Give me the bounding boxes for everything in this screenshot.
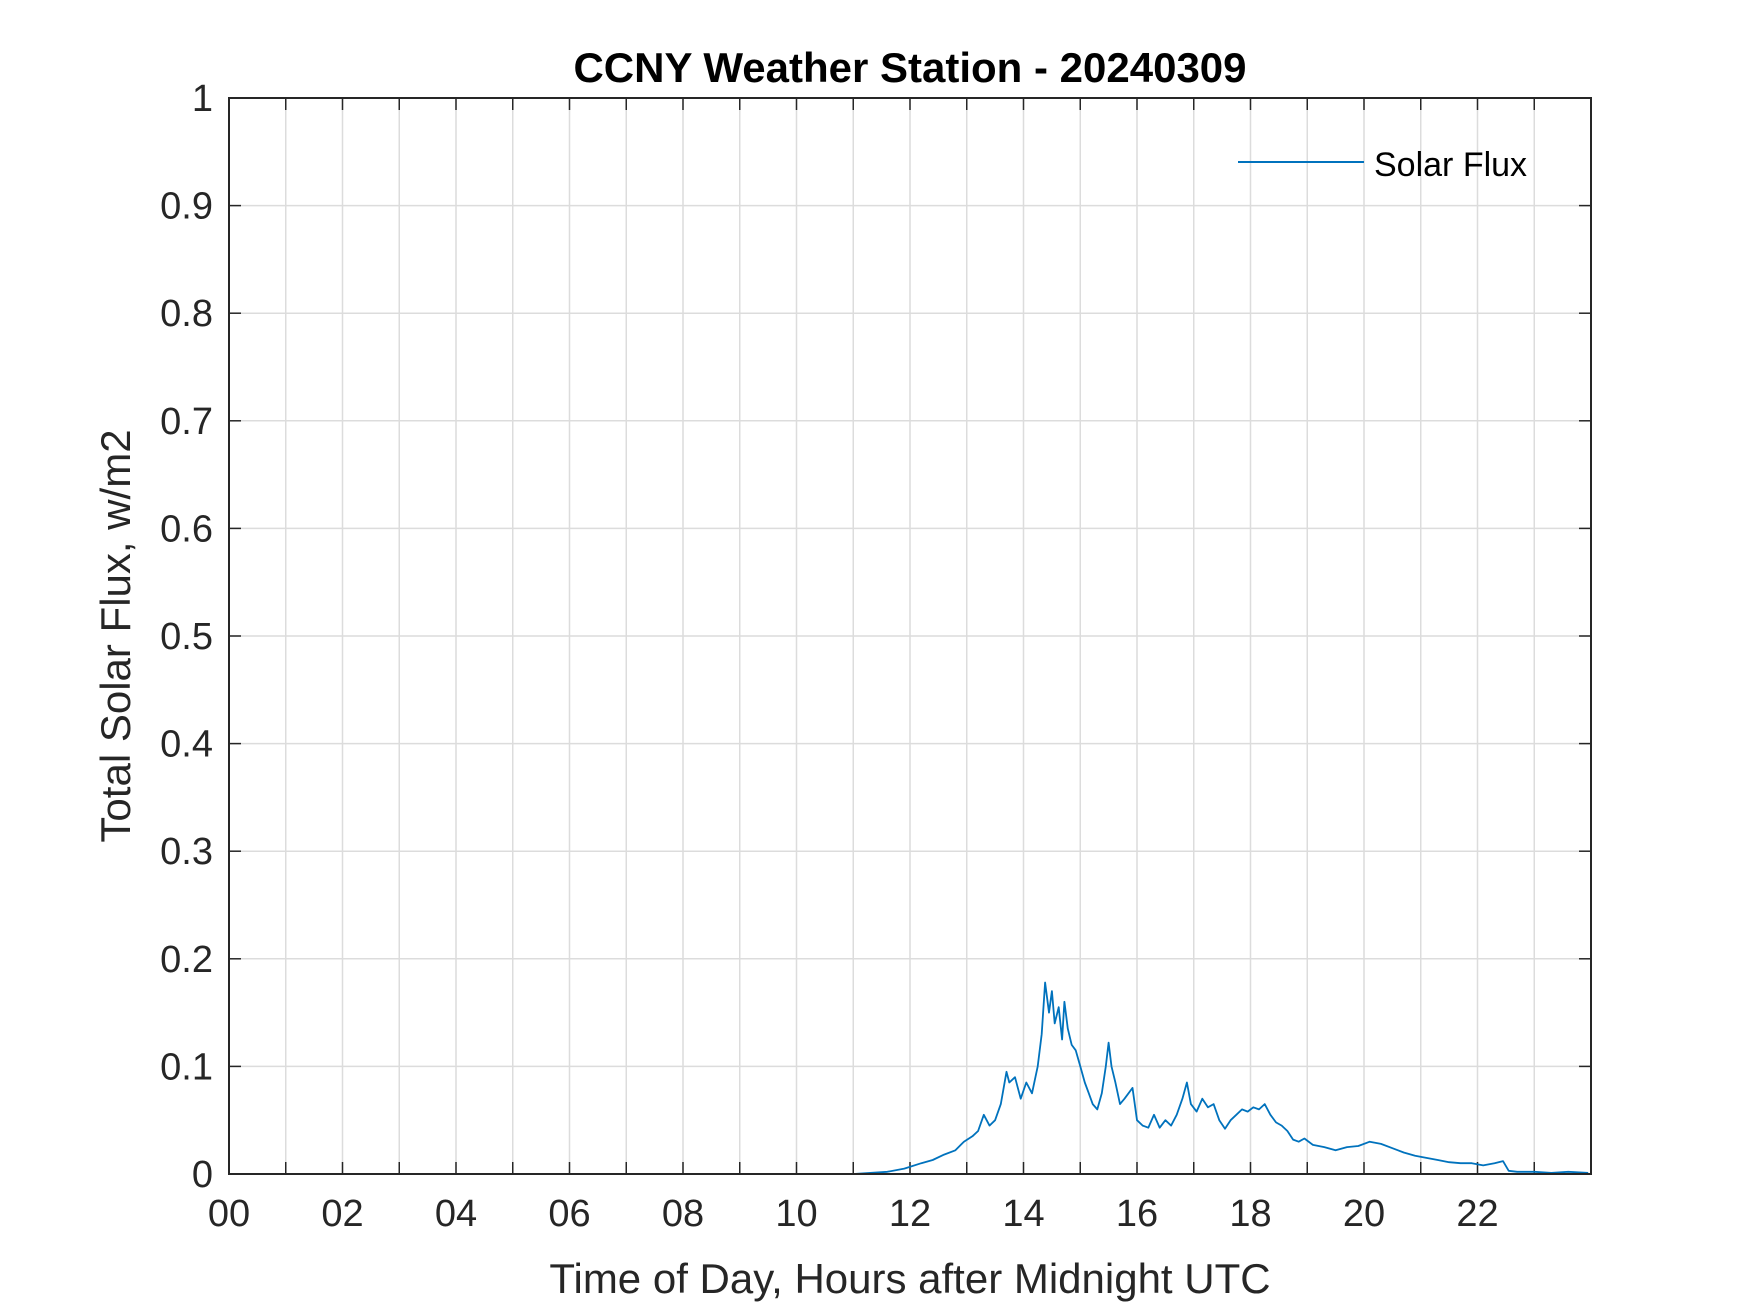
x-tick-label: 16 [1116, 1193, 1158, 1235]
x-tick-label: 02 [321, 1193, 363, 1235]
series-layer [229, 981, 1589, 1175]
x-tick-label: 04 [435, 1193, 477, 1235]
y-tick-label: 0.9 [160, 186, 213, 228]
y-tick-label: 0 [192, 1154, 213, 1196]
x-tick-label: 18 [1229, 1193, 1271, 1235]
x-tick-label: 20 [1343, 1193, 1385, 1235]
y-tick-label: 0.5 [160, 616, 213, 658]
y-tick-labels: 0 0.1 0.2 0.3 0.4 0.5 0.6 0.7 0.8 0.9 1 [160, 78, 213, 1196]
x-tick-label: 10 [775, 1193, 817, 1235]
x-tick-labels: 00 02 04 06 08 10 12 14 16 18 20 22 [208, 1193, 1499, 1235]
axes-box [228, 97, 1592, 1175]
y-axis-label: Total Solar Flux, w/m2 [92, 429, 139, 842]
y-tick-label: 0.8 [160, 293, 213, 335]
y-tick-label: 0.3 [160, 831, 213, 873]
tick-marks [229, 98, 1591, 1174]
x-tick-label: 08 [662, 1193, 704, 1235]
y-tick-label: 0.1 [160, 1046, 213, 1088]
y-tick-label: 0.4 [160, 724, 213, 766]
x-tick-label: 00 [208, 1193, 250, 1235]
y-tick-label: 0.6 [160, 508, 213, 550]
x-tick-label: 14 [1002, 1193, 1044, 1235]
x-tick-label: 12 [889, 1193, 931, 1235]
y-tick-label: 0.7 [160, 401, 213, 443]
x-axis-label: Time of Day, Hours after Midnight UTC [549, 1255, 1270, 1302]
y-tick-label: 0.2 [160, 939, 213, 981]
x-tick-label: 06 [548, 1193, 590, 1235]
chart-title: CCNY Weather Station - 20240309 [573, 44, 1246, 91]
grid [229, 98, 1591, 1174]
legend[interactable]: Solar Flux [1238, 146, 1527, 184]
legend-label-solar-flux: Solar Flux [1374, 146, 1527, 184]
x-tick-label: 22 [1456, 1193, 1498, 1235]
y-tick-label: 1 [192, 78, 213, 120]
series-line-solar-flux [229, 981, 1589, 1175]
